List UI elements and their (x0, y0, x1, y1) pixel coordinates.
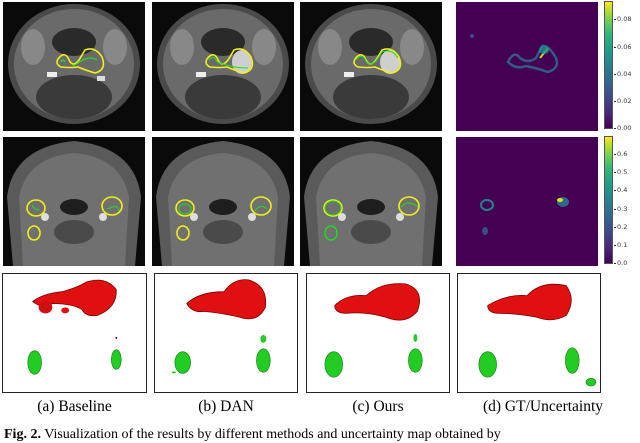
caption-dan: (b) DAN (198, 398, 254, 415)
caption-baseline: (a) Baseline (37, 398, 112, 415)
colorbar-row1 (604, 1, 613, 129)
colorbar-tick: 0.6 (613, 150, 628, 158)
uncertainty-map-row1 (456, 2, 598, 131)
mri-image (156, 141, 290, 266)
figure-caption-label: Fig. 2. (4, 427, 41, 442)
mri-image (304, 141, 438, 266)
uncertainty-map-row2 (456, 137, 598, 266)
3d-render-image (27, 279, 122, 375)
heatmap-image (470, 34, 559, 74)
colorbar-tick: 0.06 (613, 43, 632, 51)
3d-render-image (478, 283, 597, 387)
colorbar-tick: 0.1 (613, 241, 628, 249)
mri-image (7, 141, 141, 266)
colorbar-tick: 0.08 (613, 15, 632, 23)
render-gt (457, 273, 601, 393)
figure-caption: Fig. 2. Visualization of the results by … (4, 427, 501, 443)
mri-image (305, 4, 437, 124)
render-ours (306, 273, 450, 393)
mri-image (8, 4, 140, 124)
colorbar-tick: 0.4 (613, 186, 628, 194)
mri-row1-ours (300, 2, 442, 131)
mri-row2-dan (152, 137, 294, 266)
colorbar-tick: 0.02 (613, 97, 632, 105)
mri-image (157, 4, 289, 124)
colorbar-tick: 0.3 (613, 205, 628, 213)
colorbar-tick: 0.04 (613, 70, 632, 78)
caption-gt-uncertainty: (d) GT/Uncertainty (482, 398, 604, 415)
colorbar-tick: 0.2 (613, 223, 628, 231)
render-dan (154, 273, 298, 393)
mri-row1-baseline (3, 2, 145, 131)
figure-caption-text: Visualization of the results by differen… (44, 427, 501, 442)
colorbar-tick: 0.0 (613, 259, 628, 267)
mri-row1-dan (152, 2, 294, 131)
mri-row2-ours (300, 137, 442, 266)
3d-render-image (324, 283, 423, 378)
render-baseline (2, 273, 147, 393)
colorbar-row2 (604, 136, 613, 264)
heatmap-image (480, 197, 569, 235)
3d-render-image (171, 279, 271, 374)
caption-ours: (c) Ours (352, 398, 404, 415)
mri-row2-baseline (3, 137, 145, 266)
colorbar-tick: 0.5 (613, 168, 628, 176)
colorbar-tick: 0.00 (613, 124, 632, 132)
